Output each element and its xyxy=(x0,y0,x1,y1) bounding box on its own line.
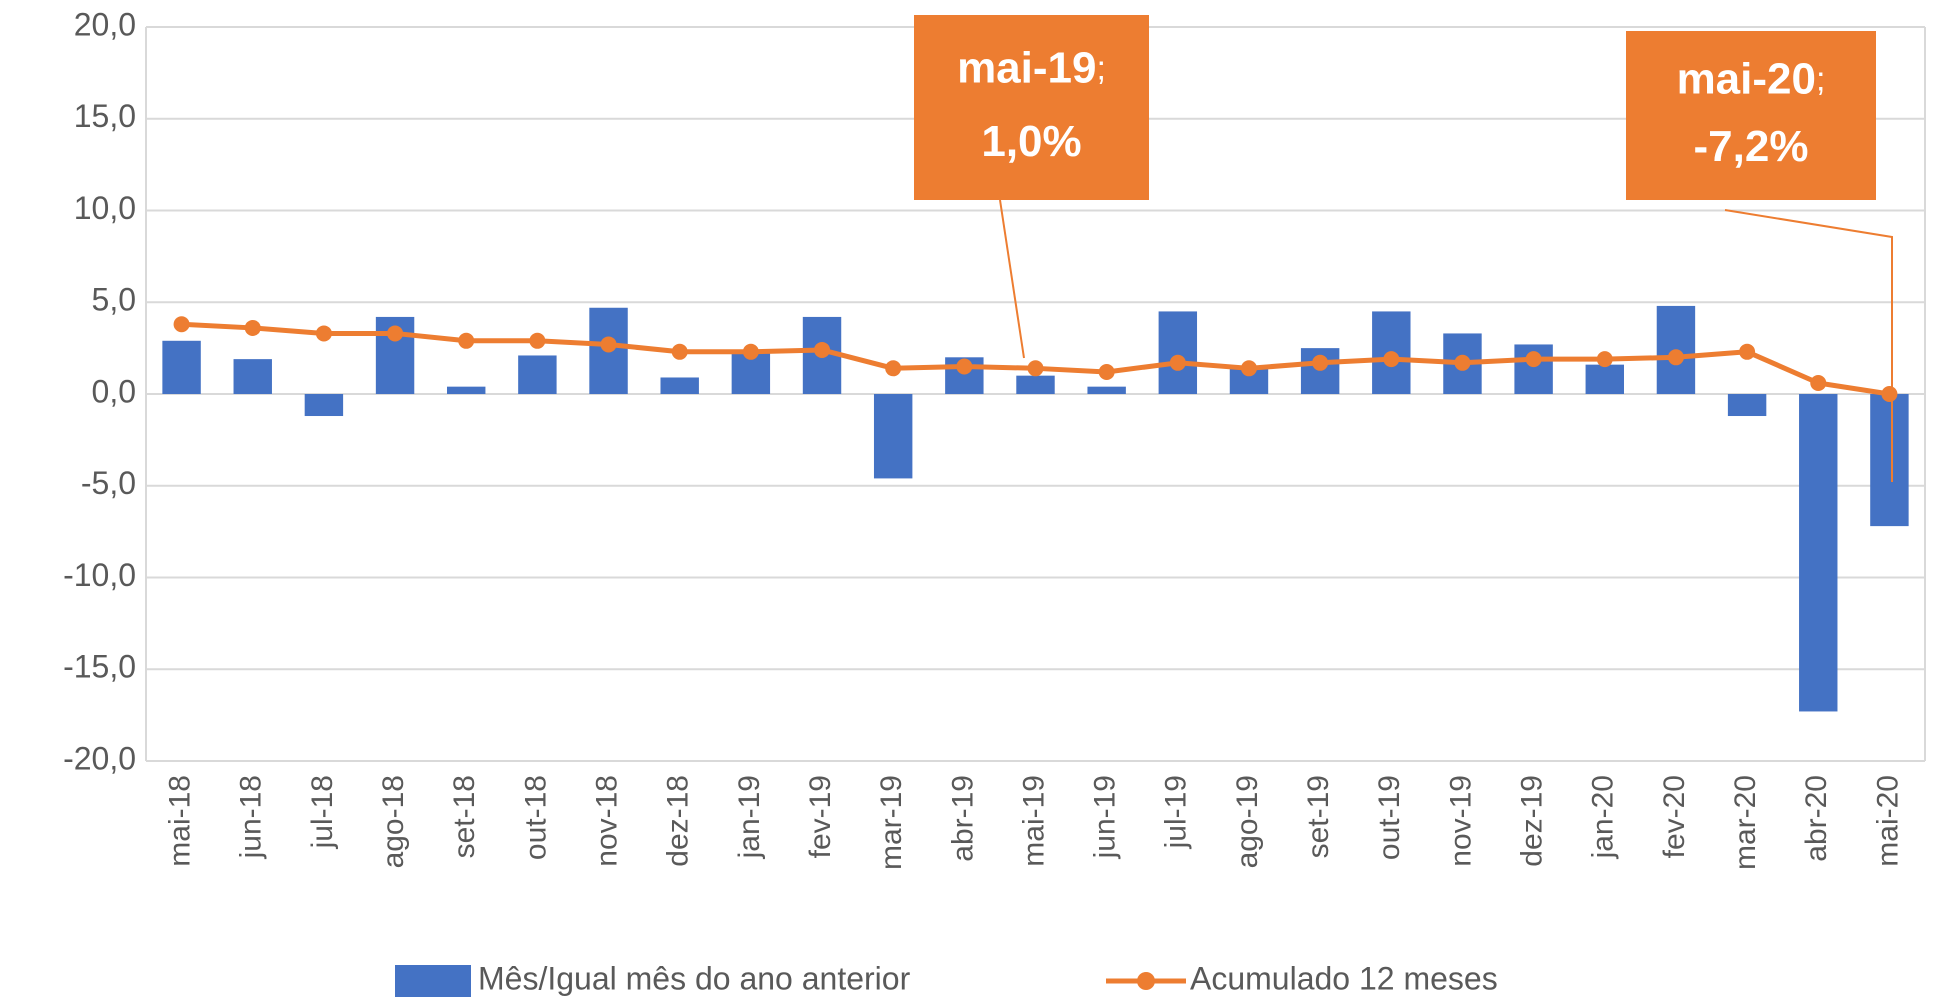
y-tick-label: 15,0 xyxy=(74,98,136,134)
y-tick-label: -20,0 xyxy=(63,740,136,776)
bar xyxy=(1016,375,1055,394)
bar xyxy=(1158,311,1198,394)
line-marker xyxy=(600,336,617,353)
annotation-label: mai-20; xyxy=(1677,54,1826,103)
bar xyxy=(1727,394,1767,417)
leader-line xyxy=(1724,209,1893,482)
x-tick-label: jun-18 xyxy=(235,775,268,859)
bar xyxy=(1585,364,1624,394)
x-tick-label: mai-19 xyxy=(1017,775,1050,867)
legend-label: Acumulado 12 meses xyxy=(1190,960,1498,996)
line-marker xyxy=(1240,360,1257,377)
line-marker xyxy=(885,360,902,377)
bar xyxy=(518,355,557,394)
x-tick-label: mar-20 xyxy=(1729,775,1762,870)
x-tick-label: mai-20 xyxy=(1871,775,1904,867)
x-tick-label: dez-19 xyxy=(1516,775,1549,867)
annotation-label: mai-19; xyxy=(957,43,1106,92)
x-tick-label: mai-18 xyxy=(164,775,197,867)
line-marker xyxy=(1098,363,1115,380)
x-tick-label: ago-19 xyxy=(1231,775,1264,868)
y-tick-label: -5,0 xyxy=(81,465,136,501)
line-marker xyxy=(742,343,759,360)
x-tick-label: jul-18 xyxy=(306,775,339,849)
annotation-category: mai-19 xyxy=(957,43,1096,92)
line-marker xyxy=(956,358,973,375)
line-marker xyxy=(529,332,546,349)
bar xyxy=(660,377,699,394)
x-tick-label: nov-19 xyxy=(1444,775,1477,867)
x-tick-label: nov-18 xyxy=(590,775,623,867)
bar xyxy=(1087,386,1126,394)
legend-label: Mês/Igual mês do ano anterior xyxy=(478,960,911,996)
line-marker xyxy=(814,341,831,358)
x-tick-label: fev-20 xyxy=(1658,775,1691,858)
annotation-value: 1,0% xyxy=(981,117,1081,166)
bar xyxy=(1799,394,1838,712)
x-tick-label: set-18 xyxy=(448,775,481,858)
x-tick-label: abr-20 xyxy=(1800,775,1833,862)
line-marker xyxy=(1312,354,1329,371)
y-tick-label: 0,0 xyxy=(92,373,136,409)
annotation-separator: ; xyxy=(1816,61,1825,99)
annotation-separator: ; xyxy=(1096,49,1105,87)
x-tick-label: fev-19 xyxy=(804,775,837,858)
leader-line xyxy=(999,199,1025,359)
x-tick-label: jul-19 xyxy=(1160,775,1193,849)
x-tick-label: jun-19 xyxy=(1089,775,1122,859)
y-tick-label: 20,0 xyxy=(74,6,136,42)
legend-swatch xyxy=(395,965,471,997)
bar xyxy=(162,340,201,394)
line-marker xyxy=(1667,349,1684,366)
x-tick-label: ago-18 xyxy=(377,775,410,868)
annotation-box xyxy=(914,15,1149,200)
x-tick-label: mar-19 xyxy=(875,775,908,870)
y-tick-label: 5,0 xyxy=(92,282,136,318)
line-marker xyxy=(1454,354,1471,371)
y-tick-label: -10,0 xyxy=(63,557,136,593)
line-marker xyxy=(1810,374,1827,391)
line-marker xyxy=(315,325,332,342)
annotation-category: mai-20 xyxy=(1677,54,1816,103)
annotation-box xyxy=(1626,31,1876,200)
line-marker xyxy=(1739,343,1756,360)
bar xyxy=(1870,394,1909,527)
line-marker xyxy=(1027,360,1044,377)
x-tick-label: jan-19 xyxy=(733,775,766,859)
line-marker xyxy=(1881,386,1898,402)
y-tick-label: 10,0 xyxy=(74,190,136,226)
x-tick-label: out-19 xyxy=(1373,775,1406,860)
line-marker xyxy=(1383,351,1400,368)
bar xyxy=(873,394,913,479)
line-marker xyxy=(244,319,261,336)
annotation-value: -7,2% xyxy=(1694,122,1809,171)
y-tick-label: -15,0 xyxy=(63,649,136,685)
line-marker xyxy=(173,316,190,333)
x-tick-label: out-18 xyxy=(519,775,552,860)
x-tick-label: set-19 xyxy=(1302,775,1335,858)
line-marker xyxy=(1525,351,1542,368)
line-marker xyxy=(1169,354,1186,371)
bar xyxy=(233,359,272,394)
line-marker xyxy=(671,343,688,360)
bar xyxy=(447,386,486,394)
legend-marker xyxy=(1137,972,1155,990)
x-tick-label: dez-18 xyxy=(662,775,695,867)
line-marker xyxy=(458,332,475,349)
bar xyxy=(304,394,344,417)
x-tick-label: abr-19 xyxy=(946,775,979,862)
line-marker xyxy=(387,325,404,342)
line-marker xyxy=(1596,351,1613,368)
x-tick-label: jan-20 xyxy=(1587,775,1620,859)
